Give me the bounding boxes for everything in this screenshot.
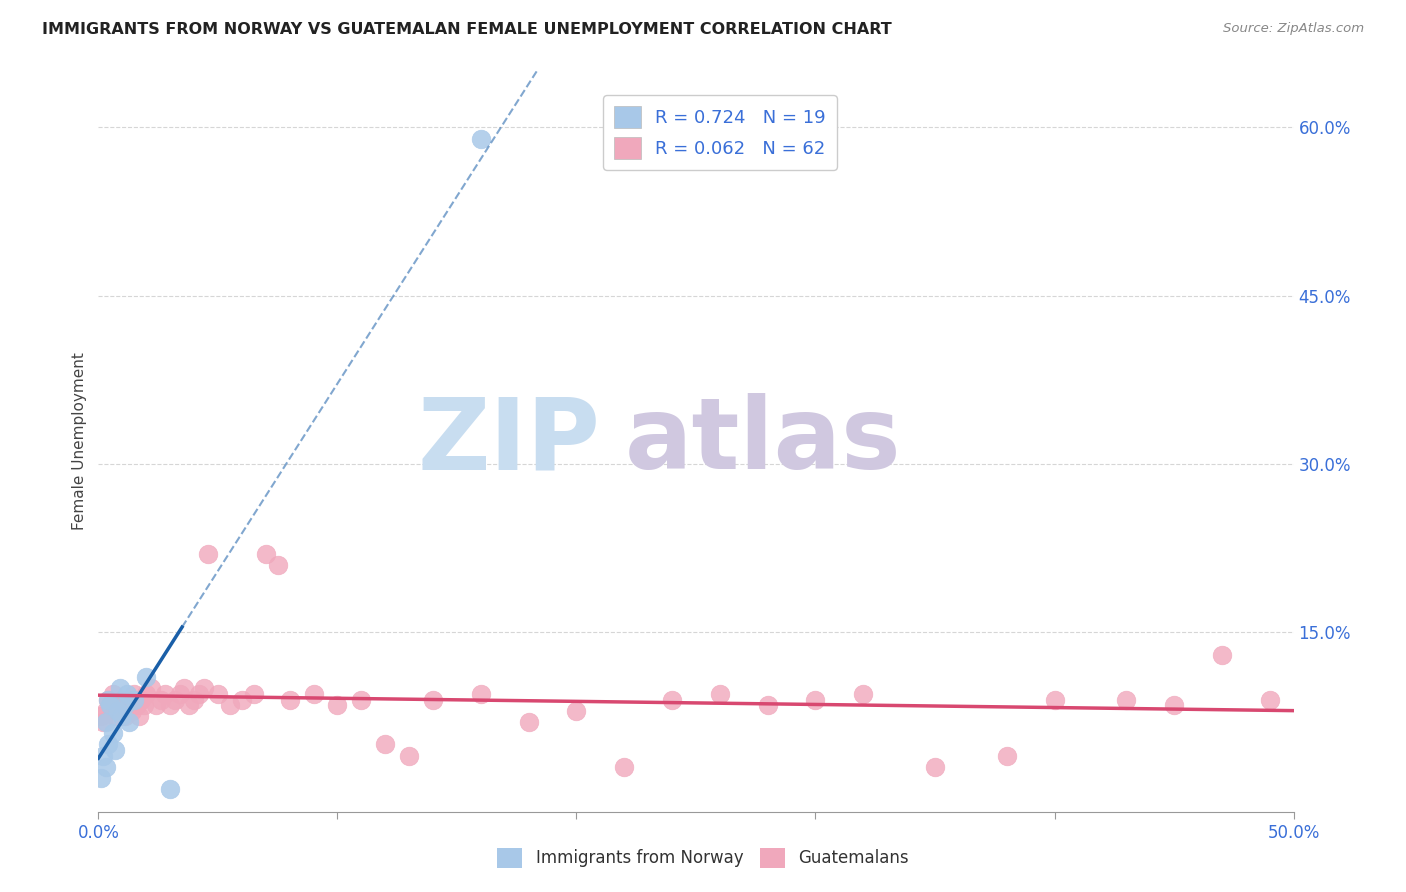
Point (1043, 692, 1066, 706)
Point (145, 698, 167, 713)
Point (398, 748, 420, 763)
Point (94, 760, 117, 774)
Point (94, 714, 117, 729)
Point (97, 692, 120, 706)
Point (1163, 698, 1185, 713)
Point (804, 692, 827, 706)
Point (114, 709, 136, 723)
Point (115, 687, 138, 701)
Point (91, 714, 114, 729)
Point (118, 714, 141, 729)
Point (91, 748, 114, 763)
Point (139, 681, 162, 696)
Point (350, 692, 373, 706)
Point (101, 726, 124, 740)
Point (104, 709, 127, 723)
Point (108, 681, 131, 696)
Point (243, 687, 266, 701)
Point (135, 687, 157, 701)
Point (374, 738, 396, 752)
Point (163, 692, 186, 706)
Point (470, 131, 492, 145)
Y-axis label: Female Unemployment: Female Unemployment (72, 352, 87, 531)
Point (107, 704, 129, 718)
Point (197, 547, 219, 561)
Point (254, 547, 277, 561)
Point (661, 692, 683, 706)
Point (97, 738, 120, 752)
Point (517, 714, 540, 729)
Point (97, 692, 120, 706)
Point (1115, 692, 1137, 706)
Point (125, 698, 148, 713)
Text: atlas: atlas (624, 393, 901, 490)
Point (98, 698, 122, 713)
Point (756, 698, 779, 713)
Point (565, 704, 588, 718)
Point (470, 687, 492, 701)
Point (267, 558, 290, 572)
Text: ZIP: ZIP (418, 393, 600, 490)
Point (1258, 692, 1281, 706)
Point (219, 698, 242, 713)
Point (183, 692, 205, 706)
Point (114, 698, 136, 713)
Point (995, 748, 1018, 763)
Point (924, 760, 946, 774)
Point (1211, 648, 1233, 662)
Point (159, 782, 181, 797)
Point (173, 681, 195, 696)
Point (155, 687, 177, 701)
Point (98, 698, 122, 713)
Point (124, 692, 146, 706)
Point (101, 687, 124, 701)
Point (135, 670, 157, 684)
Point (422, 692, 444, 706)
Point (613, 760, 636, 774)
Point (193, 681, 215, 696)
Point (852, 687, 875, 701)
Point (124, 687, 146, 701)
Legend: R = 0.724   N = 19, R = 0.062   N = 62: R = 0.724 N = 19, R = 0.062 N = 62 (603, 95, 837, 170)
Point (121, 704, 143, 718)
Point (302, 687, 325, 701)
Point (128, 709, 150, 723)
Point (231, 692, 253, 706)
Point (207, 687, 229, 701)
Point (115, 698, 138, 713)
Point (131, 692, 153, 706)
Point (159, 698, 181, 713)
Point (107, 704, 129, 718)
Point (326, 698, 349, 713)
Point (111, 709, 134, 723)
Point (149, 692, 172, 706)
Point (111, 692, 134, 706)
Point (187, 687, 209, 701)
Point (278, 692, 301, 706)
Point (90, 709, 112, 723)
Point (108, 698, 131, 713)
Point (169, 687, 191, 701)
Point (179, 698, 201, 713)
Point (709, 687, 731, 701)
Point (90, 771, 112, 785)
Point (118, 692, 141, 706)
Text: Source: ZipAtlas.com: Source: ZipAtlas.com (1223, 22, 1364, 36)
Legend: Immigrants from Norway, Guatemalans: Immigrants from Norway, Guatemalans (491, 841, 915, 875)
Point (132, 698, 155, 713)
Point (94, 704, 117, 718)
Text: IMMIGRANTS FROM NORWAY VS GUATEMALAN FEMALE UNEMPLOYMENT CORRELATION CHART: IMMIGRANTS FROM NORWAY VS GUATEMALAN FEM… (42, 22, 891, 37)
Point (104, 743, 127, 757)
